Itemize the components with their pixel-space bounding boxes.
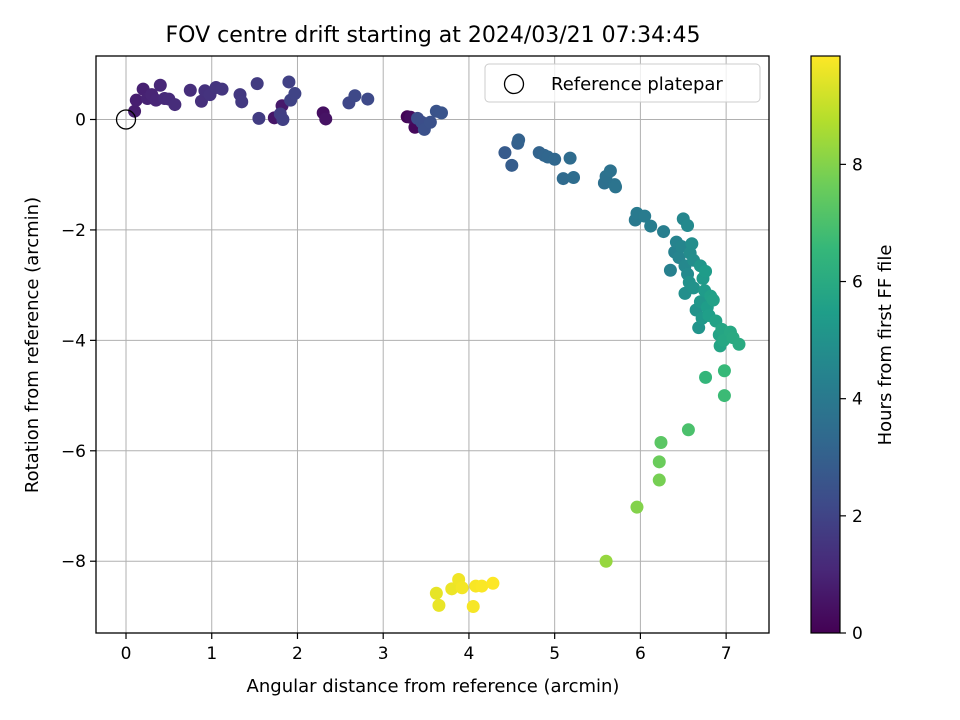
y-tick-label: −4 (61, 331, 86, 351)
data-point (429, 586, 443, 600)
data-point (699, 370, 713, 384)
x-tick-label: 3 (378, 644, 389, 664)
data-point (699, 264, 713, 278)
legend-box (484, 63, 761, 103)
data-point (128, 104, 142, 118)
data-point (567, 170, 581, 184)
x-tick-label: 1 (206, 644, 217, 664)
plot-frame (95, 55, 770, 634)
data-point (129, 93, 143, 107)
legend: Reference platepar (484, 63, 761, 103)
y-tick-label: −8 (61, 552, 86, 572)
legend-label-reference: Reference platepar (551, 74, 723, 95)
y-tick-label: −6 (61, 442, 86, 462)
data-point (681, 219, 695, 233)
x-tick-label: 6 (635, 644, 646, 664)
data-point (717, 389, 731, 403)
colorbar-tick-label: 8 (852, 155, 863, 175)
colorbar-tick-label: 6 (852, 273, 863, 293)
data-point (652, 473, 666, 487)
data-point (276, 112, 290, 126)
data-point (657, 225, 671, 239)
reference-platepar-marker (115, 109, 137, 130)
data-point (706, 293, 720, 307)
data-point (319, 112, 333, 126)
data-point (644, 219, 658, 233)
data-point (638, 209, 652, 223)
data-point (432, 598, 446, 612)
y-tick-label: 0 (75, 110, 86, 130)
data-point (505, 158, 519, 172)
data-point (435, 106, 449, 120)
colorbar-tick-label: 0 (852, 624, 863, 644)
reference-marker-layer (115, 109, 137, 130)
data-point (168, 98, 182, 112)
data-point (423, 115, 437, 129)
data-point (663, 263, 677, 277)
data-point (603, 164, 617, 178)
data-point (288, 87, 302, 101)
x-tick-label: 7 (721, 644, 732, 664)
x-axis-label: Angular distance from reference (arcmin) (247, 676, 620, 697)
data-point (563, 151, 577, 165)
data-point (548, 152, 562, 166)
data-point (732, 337, 746, 351)
data-point (512, 133, 526, 147)
data-point (652, 455, 666, 469)
data-point (361, 92, 375, 106)
data-point (445, 582, 459, 596)
y-axis-label: Rotation from reference (arcmin) (22, 197, 43, 493)
x-tick-label: 0 (121, 644, 132, 664)
data-point (348, 89, 362, 103)
x-tick-label: 4 (464, 644, 475, 664)
data-point (685, 237, 699, 251)
data-point (556, 172, 570, 186)
y-axis-ticks: 0 −2 −4 −6 −8 (61, 110, 96, 572)
data-point (455, 581, 469, 595)
data-point (252, 111, 266, 125)
x-axis-ticks: 0 1 2 3 4 5 6 7 (121, 633, 732, 664)
colorbar-ticks: 0 2 4 6 8 (840, 155, 863, 644)
data-point (466, 599, 480, 613)
data-points (128, 75, 746, 613)
data-point (282, 75, 296, 89)
data-point (153, 78, 167, 92)
data-point (235, 95, 249, 109)
x-tick-label: 2 (292, 644, 303, 664)
data-point (717, 364, 731, 378)
grid (96, 56, 769, 633)
data-point (687, 281, 701, 295)
data-point (475, 579, 489, 593)
y-tick-label: −2 (61, 221, 86, 241)
data-point (681, 423, 695, 437)
data-point (486, 576, 500, 590)
data-point (599, 554, 613, 568)
x-tick-label: 5 (549, 644, 560, 664)
colorbar-tick-label: 2 (852, 507, 863, 527)
colorbar-tick-label: 4 (852, 390, 863, 410)
colorbar-label: Hours from first FF file (875, 245, 896, 446)
data-point (498, 146, 512, 160)
colorbar (810, 55, 841, 634)
data-point (630, 500, 644, 514)
data-point (609, 180, 623, 194)
chart-title: FOV centre drift starting at 2024/03/21 … (166, 23, 701, 48)
data-point (250, 77, 264, 91)
legend-marker-reference (503, 73, 525, 95)
data-point (215, 82, 229, 96)
data-point (654, 436, 668, 450)
data-point (183, 83, 197, 97)
